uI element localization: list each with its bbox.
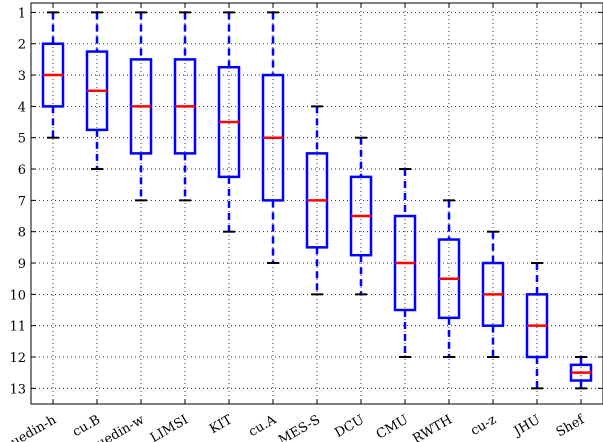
y-tick-label: 1	[18, 6, 26, 21]
y-tick-label: 6	[18, 163, 26, 178]
x-tick-label: Shef	[554, 412, 588, 440]
x-tick-label: CMU	[374, 412, 411, 442]
x-tick-label: uedin-w	[94, 412, 147, 442]
y-tick-label: 4	[18, 100, 26, 115]
x-tick-label: LIMSI	[148, 412, 191, 442]
x-tick-label: uedin-h	[8, 412, 59, 442]
box-DCU	[349, 136, 373, 296]
box-RWTH	[437, 199, 461, 359]
box-cu.B	[85, 11, 109, 171]
box-Shef	[569, 356, 593, 390]
y-tick-label: 7	[18, 194, 26, 209]
box-KIT	[217, 11, 241, 233]
box-cu-z	[481, 230, 505, 359]
box-uedin-h	[41, 11, 65, 139]
x-tick-label: RWTH	[410, 412, 455, 442]
y-tick-label: 8	[18, 226, 26, 241]
box-LIMSI	[173, 11, 197, 202]
y-tick-label: 11	[9, 320, 26, 335]
box-MES-S	[305, 105, 329, 296]
box-cu.A	[261, 11, 285, 265]
y-tick-label: 2	[18, 38, 26, 53]
x-tick-label: DCU	[332, 412, 367, 441]
y-tick-label: 13	[9, 382, 26, 397]
y-tick-label: 3	[18, 69, 26, 84]
y-tick-label: 9	[18, 257, 26, 272]
y-tick-label: 5	[18, 132, 26, 147]
x-tick-label: cu-z	[468, 412, 499, 439]
grid-lines	[31, 3, 603, 404]
y-tick-label: 10	[9, 288, 26, 303]
x-tick-label: cu.A	[246, 412, 279, 440]
y-tick-label: 12	[9, 351, 26, 366]
box-JHU	[525, 262, 549, 390]
box-CMU	[393, 168, 417, 359]
x-tick-label: KIT	[207, 412, 235, 437]
boxes-layer	[41, 11, 593, 390]
box-uedin-w	[129, 11, 153, 202]
x-tick-label: MES-S	[276, 412, 323, 442]
x-tick-label: JHU	[510, 412, 543, 440]
